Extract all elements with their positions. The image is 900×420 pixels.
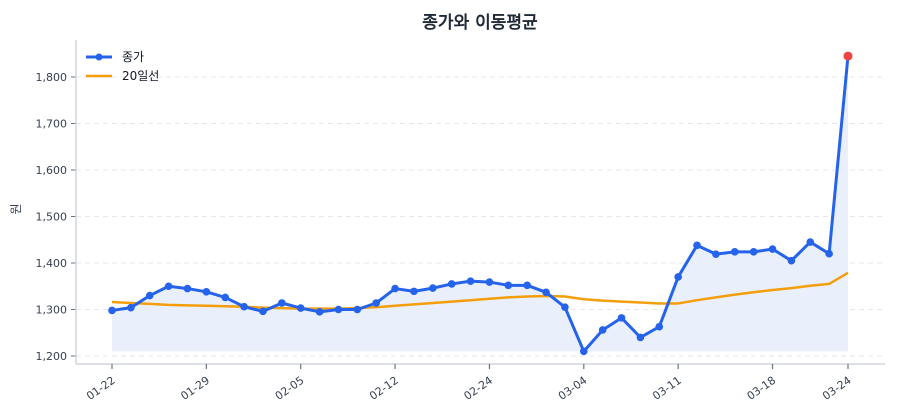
close-area	[112, 56, 848, 352]
close-marker	[825, 249, 833, 258]
close-marker	[221, 293, 230, 302]
close-marker	[787, 256, 796, 265]
close-marker	[127, 303, 135, 312]
legend-close-marker	[95, 53, 103, 61]
close-marker	[712, 250, 720, 258]
x-tick-label: 01-29	[178, 374, 212, 403]
close-marker	[183, 284, 192, 293]
close-marker	[353, 305, 362, 314]
x-tick-label: 01-22	[84, 374, 118, 403]
x-tick-label: 03-04	[556, 374, 590, 403]
y-tick-label: 1,300	[36, 304, 68, 317]
y-axis-label: 원	[9, 203, 23, 214]
close-marker	[391, 284, 399, 293]
close-marker	[259, 307, 267, 316]
legend-close-label: 종가	[122, 50, 144, 64]
close-marker	[806, 238, 815, 246]
close-marker	[674, 273, 682, 281]
close-marker	[655, 322, 664, 331]
close-polyline	[111, 55, 850, 353]
close-marker	[164, 282, 173, 291]
close-marker	[617, 314, 626, 322]
close-marker	[561, 303, 569, 311]
legend-ma20-label: 20일선	[122, 69, 159, 83]
x-tick-label: 03-11	[650, 374, 684, 403]
y-tick-label: 1,700	[36, 118, 68, 131]
x-tick-label: 02-24	[462, 374, 496, 403]
close-marker	[410, 287, 418, 296]
close-marker	[523, 281, 531, 290]
close-marker	[334, 305, 343, 314]
close-marker	[768, 245, 777, 253]
close-marker	[315, 308, 324, 316]
last-close-marker	[843, 51, 853, 61]
close-marker	[429, 284, 437, 292]
y-tick-label: 1,500	[36, 211, 68, 224]
close-marker	[636, 333, 645, 342]
close-marker	[372, 299, 381, 307]
ma20-line	[111, 271, 849, 310]
close-marker	[278, 299, 286, 307]
y-tick-label: 1,800	[36, 71, 68, 84]
close-marker	[542, 288, 550, 297]
y-tick-label: 1,400	[36, 257, 68, 270]
close-marker	[447, 280, 456, 288]
close-marker	[749, 248, 758, 256]
close-marker	[579, 347, 588, 356]
x-tick-label: 03-24	[820, 374, 854, 403]
close-marker	[296, 304, 305, 312]
close-marker	[240, 302, 248, 311]
close-marker	[202, 288, 211, 296]
close-marker	[485, 278, 494, 286]
close-marker	[693, 241, 701, 250]
x-tick-label: 03-18	[745, 374, 779, 403]
chart-title: 종가와 이동평균	[422, 13, 538, 33]
close-marker	[108, 306, 116, 315]
close-line	[108, 51, 853, 356]
close-area-fill	[112, 56, 848, 352]
y-tick-label: 1,200	[36, 350, 68, 363]
y-tick-label: 1,600	[36, 164, 68, 177]
close-marker	[598, 326, 607, 334]
close-marker	[466, 277, 475, 285]
close-marker	[145, 291, 154, 300]
close-marker	[730, 248, 739, 256]
x-tick-label: 02-05	[273, 374, 307, 403]
x-tick-label: 02-12	[367, 374, 401, 403]
ma20-polyline	[111, 271, 849, 310]
close-marker	[504, 281, 513, 290]
legend: 종가 20일선	[86, 50, 159, 83]
